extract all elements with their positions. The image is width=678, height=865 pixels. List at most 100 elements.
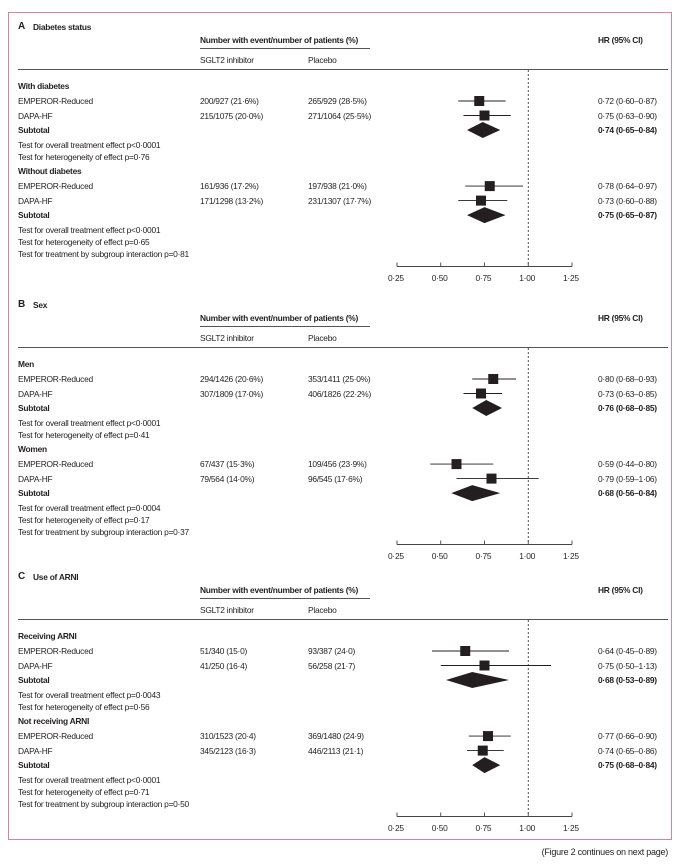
x-axis-tick-label: 1·00 — [519, 550, 536, 561]
panel-letter: B — [18, 299, 25, 310]
test-statistic: Test for overall treatment effect p=0·00… — [18, 689, 161, 700]
study-name: EMPEROR-Reduced — [18, 181, 93, 192]
treatment-events: 51/340 (15·0) — [200, 646, 248, 656]
hazard-ratio-point — [486, 473, 497, 484]
hr-ci-label: 0·73 (0·60–0·88) — [598, 195, 657, 206]
test-statistic: Test for treatment by subgroup interacti… — [18, 799, 189, 810]
subgroup-label: Not receiving ARNI — [18, 716, 90, 727]
control-events: 271/1064 (25·5%) — [308, 110, 372, 121]
control-events: 96/545 (17·6%) — [308, 473, 363, 484]
panel-letter: C — [18, 571, 25, 582]
column-header-rule — [200, 48, 370, 50]
test-statistic: Test for heterogeneity of effect p=0·17 — [18, 514, 150, 525]
test-statistic: Test for overall treatment effect p<0·00… — [18, 224, 161, 235]
subtotal-diamond — [467, 207, 506, 224]
study-name: EMPEROR-Reduced — [18, 96, 93, 106]
hazard-ratio-point — [479, 110, 490, 121]
x-axis-tick-label: 0·25 — [388, 822, 404, 833]
treatment-events: 294/1426 (20·6%) — [200, 374, 264, 384]
x-axis-tick-label: 1·00 — [519, 272, 536, 283]
test-statistic: Test for heterogeneity of effect p=0·65 — [18, 236, 150, 247]
hr-ci-label: 0·59 (0·44–0·80) — [598, 459, 657, 470]
subtotal-label: Subtotal — [18, 210, 50, 221]
hr-ci-label: 0·72 (0·60–0·87) — [598, 96, 657, 106]
study-name: EMPEROR-Reduced — [18, 731, 93, 742]
x-axis-tick-label: 1·00 — [519, 822, 536, 833]
x-axis-tick-label: 1·25 — [563, 272, 579, 283]
subgroup-label: Men — [18, 359, 34, 369]
treatment-events: 161/936 (17·2%) — [200, 181, 259, 192]
events-column-header: Number with event/number of patients (%) — [200, 35, 358, 45]
hr-ci-label: 0·78 (0·64–0·97) — [598, 181, 657, 192]
hr-ci-label: 0·64 (0·45–0·89) — [598, 646, 657, 656]
study-name: DAPA-HF — [18, 660, 53, 671]
control-events: 446/2113 (21·1) — [308, 745, 364, 756]
hazard-ratio-point — [488, 374, 499, 384]
test-statistic: Test for overall treatment effect p=0·00… — [18, 502, 161, 513]
x-axis-tick-label: 0·50 — [431, 822, 448, 833]
hr-ci-label: 0·74 (0·65–0·86) — [598, 745, 657, 756]
subgroup-label: Without diabetes — [18, 166, 82, 177]
control-events: 197/938 (21·0%) — [308, 181, 367, 192]
x-axis-tick-label: 0·50 — [431, 272, 448, 283]
control-events: 231/1307 (17·7%) — [308, 195, 372, 206]
subgroup-label: Receiving ARNI — [18, 631, 77, 641]
treatment-column-header: SGLT2 inhibitor — [200, 605, 254, 615]
x-axis-tick-label: 0·75 — [475, 822, 492, 833]
study-name: DAPA-HF — [18, 473, 53, 484]
subtotal-label: Subtotal — [18, 403, 50, 413]
control-column-header: Placebo — [308, 333, 337, 343]
study-name: DAPA-HF — [18, 195, 53, 206]
test-statistic: Test for heterogeneity of effect p=0·56 — [18, 701, 150, 712]
subtotal-diamond — [472, 400, 502, 416]
subtotal-diamond — [451, 485, 501, 502]
subgroup-label: Women — [18, 444, 47, 455]
subtotal-label: Subtotal — [18, 125, 50, 135]
hr-ci-label: 0·75 (0·63–0·90) — [598, 110, 657, 121]
hazard-ratio-point — [474, 96, 485, 106]
study-name: EMPEROR-Reduced — [18, 646, 93, 656]
panel-title: Diabetes status — [33, 22, 92, 32]
control-events: 353/1411 (25·0%) — [308, 374, 371, 384]
subtotal-hr-ci-label: 0·68 (0·53–0·89) — [598, 675, 657, 685]
test-statistic: Test for heterogeneity of effect p=0·71 — [18, 786, 150, 797]
control-events: 109/456 (23·9%) — [308, 459, 367, 470]
control-events: 56/258 (21·7) — [308, 660, 356, 671]
hazard-ratio-point — [484, 181, 495, 192]
treatment-events: 67/437 (15·3%) — [200, 459, 255, 470]
treatment-events: 307/1809 (17·0%) — [200, 388, 264, 399]
x-axis-tick-label: 0·75 — [475, 272, 492, 283]
study-name: DAPA-HF — [18, 110, 53, 121]
header-rule — [18, 619, 668, 621]
control-events: 265/929 (28·5%) — [308, 96, 367, 106]
continuation-note: (Figure 2 continues on next page) — [541, 847, 669, 857]
treatment-events: 41/250 (16·4) — [200, 660, 248, 671]
subgroup-label: With diabetes — [18, 81, 70, 91]
treatment-events: 345/2123 (16·3) — [200, 745, 256, 756]
subtotal-label: Subtotal — [18, 675, 50, 685]
test-statistic: Test for heterogeneity of effect p=0·76 — [18, 151, 150, 162]
control-events: 369/1480 (24·9) — [308, 731, 364, 742]
hazard-ratio-point — [476, 195, 486, 206]
study-name: EMPEROR-Reduced — [18, 374, 93, 384]
hr-ci-label: 0·79 (0·59–1·06) — [598, 473, 657, 484]
subtotal-label: Subtotal — [18, 760, 50, 771]
hazard-ratio-point — [460, 646, 471, 656]
x-axis-tick-label: 1·25 — [563, 822, 579, 833]
control-events: 93/387 (24·0) — [308, 646, 356, 656]
control-events: 406/1826 (22·2%) — [308, 388, 372, 399]
x-axis-tick-label: 0·50 — [431, 550, 448, 561]
subtotal-hr-ci-label: 0·75 (0·65–0·87) — [598, 210, 657, 221]
subtotal-diamond — [472, 757, 501, 774]
hr-ci-label: 0·73 (0·63–0·85) — [598, 388, 657, 399]
column-header-rule — [200, 598, 370, 600]
hazard-ratio-point — [451, 459, 462, 470]
treatment-events: 79/564 (14·0%) — [200, 473, 255, 484]
hr-column-header: HR (95% CI) — [598, 35, 643, 45]
x-axis-tick-label: 0·25 — [388, 550, 404, 561]
subtotal-hr-ci-label: 0·76 (0·68–0·85) — [598, 403, 657, 413]
header-rule — [18, 69, 668, 71]
treatment-events: 200/927 (21·6%) — [200, 96, 259, 106]
study-name: DAPA-HF — [18, 388, 53, 399]
